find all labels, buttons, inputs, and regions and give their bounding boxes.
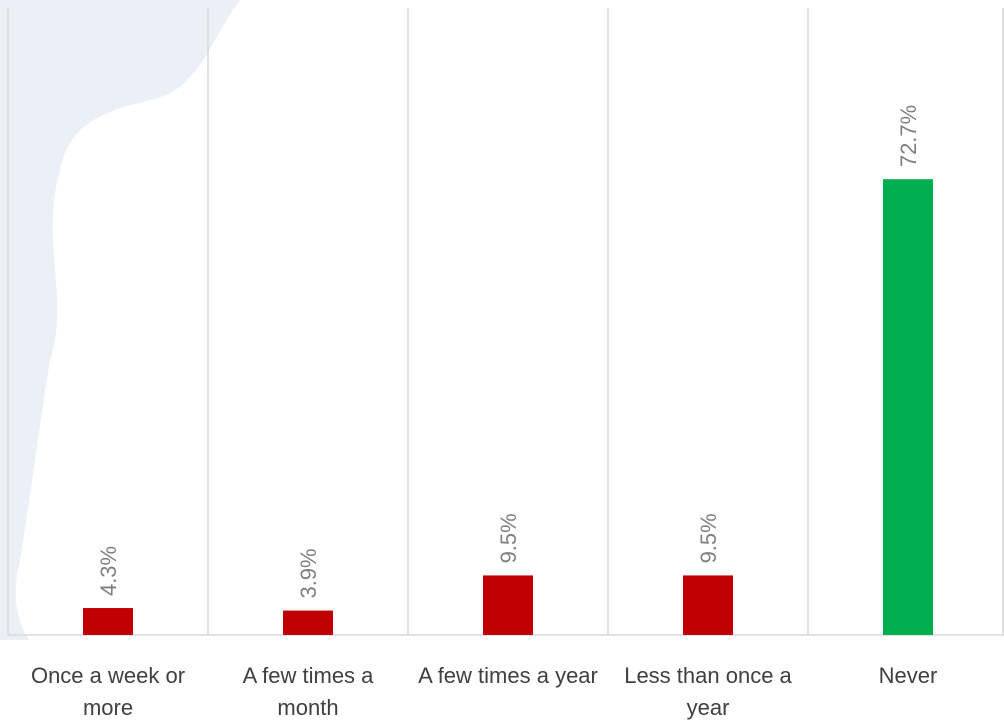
x-tick-label: Less than once a year bbox=[624, 663, 792, 720]
x-tick-label: A few times a year bbox=[418, 663, 598, 688]
value-label: 3.9% bbox=[296, 548, 321, 598]
value-label: 9.5% bbox=[696, 513, 721, 563]
value-label: 9.5% bbox=[496, 513, 521, 563]
bar bbox=[483, 575, 533, 635]
bar bbox=[683, 575, 733, 635]
x-tick-label: Once a week or more bbox=[30, 663, 186, 720]
x-tick-label: A few times a month bbox=[242, 663, 374, 720]
value-label: 4.3% bbox=[96, 546, 121, 596]
x-tick-label: Never bbox=[878, 663, 938, 688]
background-decoration bbox=[0, 0, 240, 640]
bar bbox=[283, 610, 333, 635]
bar bbox=[83, 608, 133, 635]
value-label: 72.7% bbox=[896, 105, 921, 167]
bar bbox=[883, 179, 933, 635]
